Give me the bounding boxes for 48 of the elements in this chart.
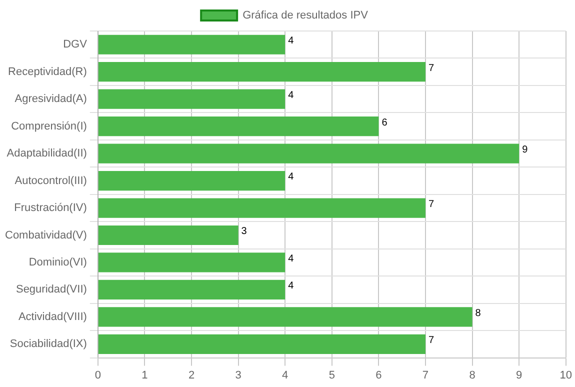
data-label: 4: [288, 253, 294, 264]
bar: [98, 89, 286, 109]
x-tick-label: 2: [188, 369, 195, 382]
x-tick-label: 10: [560, 369, 572, 382]
bar: [98, 225, 238, 246]
y-tick-label: Sociabilidad(IX): [10, 338, 87, 350]
bar: [98, 34, 286, 54]
data-label: 7: [428, 62, 434, 74]
data-label: 8: [475, 308, 482, 319]
y-tick-label: Combatividad(V): [5, 229, 87, 242]
x-tick-label: 3: [235, 369, 242, 382]
y-tick-label: Comprensión(I): [11, 120, 87, 132]
data-label: 4: [288, 280, 294, 292]
x-tick-label: 7: [422, 369, 429, 382]
data-label: 7: [428, 198, 434, 210]
x-tick-label: 8: [469, 369, 476, 382]
data-label: 4: [288, 172, 294, 183]
bar: [98, 307, 472, 327]
x-tick-label: 6: [376, 369, 382, 382]
x-tick-label: 0: [94, 369, 101, 382]
y-tick-label: Seguridad(VII): [16, 284, 87, 296]
data-label: 4: [288, 90, 294, 102]
y-tick-label: Frustración(IV): [14, 202, 87, 214]
x-tick-label: 1: [142, 369, 148, 382]
bar: [98, 62, 426, 82]
data-label: 7: [428, 335, 434, 346]
bar: [98, 116, 379, 136]
legend-label: Gráfica de resultados IPV: [242, 10, 369, 22]
y-tick-label: Adaptabilidad(II): [6, 148, 87, 160]
x-tick-label: 5: [328, 369, 335, 382]
bar: [98, 144, 520, 164]
y-tick-label: Dominio(VI): [28, 256, 87, 269]
bar: [98, 252, 286, 272]
bar: [98, 170, 286, 191]
data-label: 9: [522, 144, 528, 156]
x-tick-label: 4: [282, 369, 288, 382]
y-tick-label: Autocontrol(III): [14, 174, 87, 187]
bar: [98, 280, 286, 300]
bar: [98, 334, 426, 354]
bar: [98, 198, 426, 218]
y-tick-label: DGV: [63, 38, 88, 51]
data-label: 4: [288, 36, 294, 47]
y-tick-label: Receptividad(R): [8, 66, 87, 78]
data-label: 3: [241, 226, 248, 238]
data-label: 6: [382, 117, 388, 128]
y-tick-label: Agresividad(A): [14, 93, 87, 106]
y-tick-label: Actividad(VIII): [18, 310, 87, 323]
x-tick-label: 9: [516, 369, 522, 382]
